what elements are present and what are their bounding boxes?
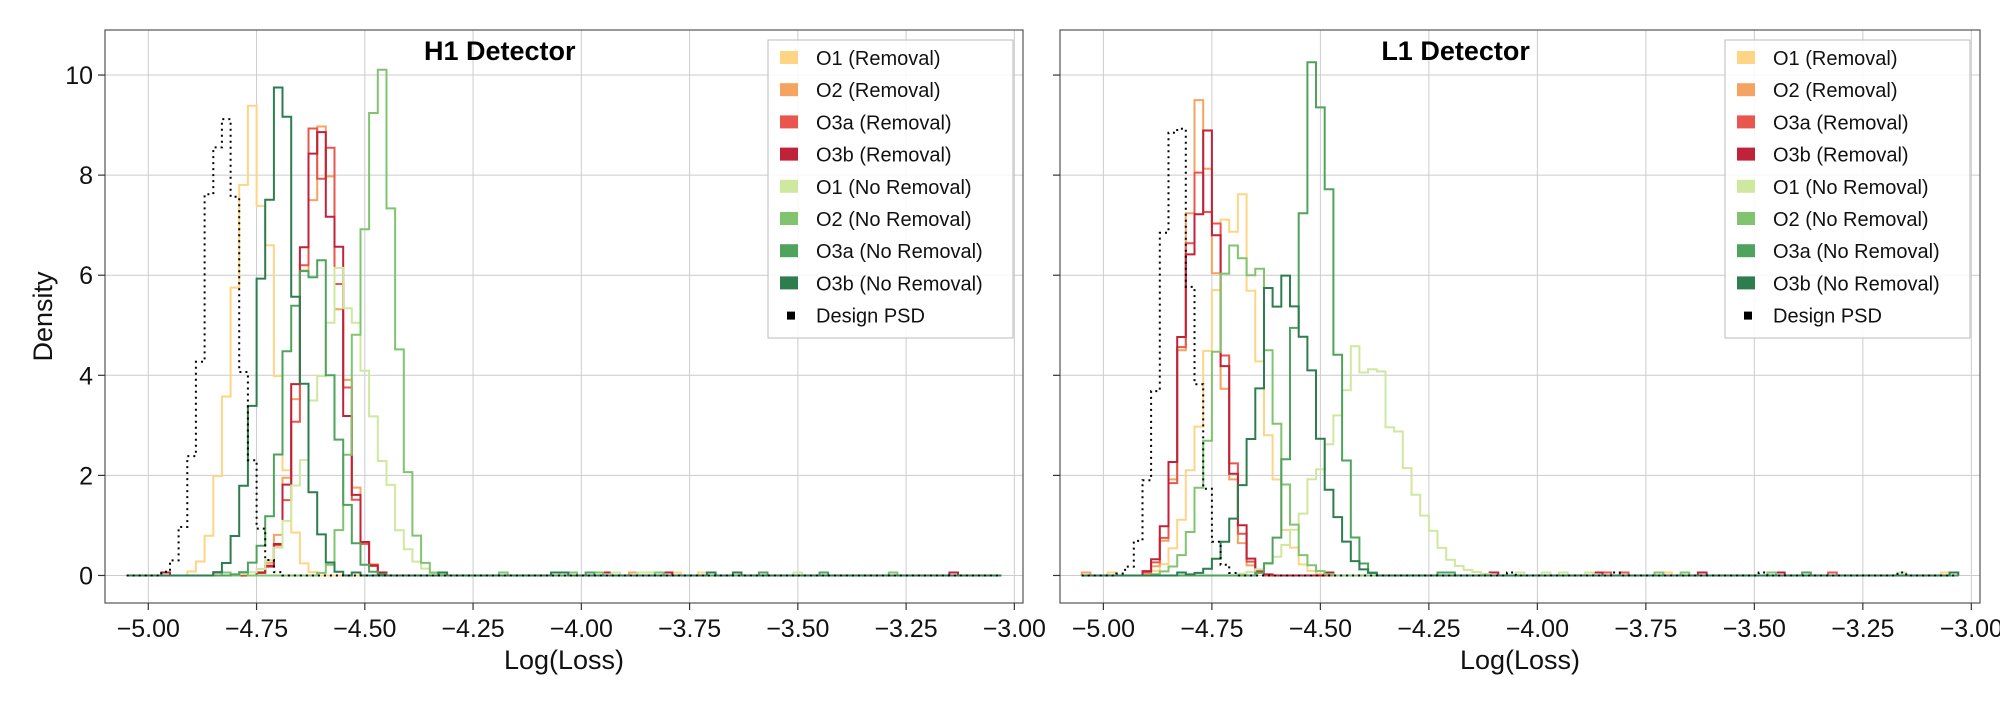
legend-label: O3b (No Removal) <box>816 273 983 295</box>
legend-swatch <box>1737 179 1755 193</box>
panel-title: L1 Detector <box>1381 36 1530 66</box>
panel-h1: −5.00 −4.75 −4.50 −4.25 −4.00 −3.75 −3.50 −3.25… <box>28 29 1046 675</box>
x-tick-label: −5.00 <box>117 615 180 643</box>
legend-swatch <box>780 115 798 129</box>
y-tick-label: 0 <box>79 562 93 590</box>
legend-label: O3a (Removal) <box>816 112 952 134</box>
legend: O1 (Removal) O2 (Removal) O3a (Removal) O3b… <box>767 39 1014 339</box>
legend-label: Design PSD <box>1773 306 1882 328</box>
legend-label: O2 (Removal) <box>816 80 940 102</box>
legend-label: O3b (Removal) <box>816 145 952 167</box>
y-tick-label: 8 <box>79 162 93 190</box>
legend-label: O2 (No Removal) <box>816 209 972 231</box>
x-tick-label: −4.50 <box>1289 615 1352 643</box>
legend-swatch <box>780 51 798 64</box>
x-tick-label: −4.00 <box>1506 615 1569 643</box>
x-tick-label: −3.50 <box>1723 615 1786 643</box>
x-tick-label: −3.50 <box>766 615 829 643</box>
legend-swatch <box>1737 276 1755 290</box>
legend-label: O3a (Removal) <box>1773 112 1909 134</box>
y-tick-label: 2 <box>79 462 93 490</box>
legend-swatch <box>1737 147 1755 161</box>
legend-label: O1 (No Removal) <box>1773 177 1929 199</box>
legend-swatch <box>1737 115 1755 129</box>
x-axis-label: Log(Loss) <box>1460 645 1580 675</box>
x-tick-label: −3.75 <box>1614 615 1677 643</box>
x-tick-label: −4.50 <box>333 615 396 643</box>
x-tick-label: −3.75 <box>658 615 721 643</box>
legend-label: O1 (No Removal) <box>816 177 972 199</box>
legend-swatch <box>1737 244 1755 258</box>
legend-box <box>767 39 1014 339</box>
x-tick-label: −3.00 <box>1940 615 2000 643</box>
x-axis-label: Log(Loss) <box>504 645 624 675</box>
legend-label: O3a (No Removal) <box>1773 241 1940 263</box>
y-tick-label: 10 <box>65 62 93 90</box>
panel-l1: −5.00 −4.75 −4.50 −4.25 −4.00 −3.75 −3.50 −3.25… <box>1053 29 2000 675</box>
legend-swatch <box>780 244 798 258</box>
legend-label: O2 (Removal) <box>1773 80 1897 102</box>
y-tick-label: 6 <box>79 262 93 290</box>
legend-box <box>1724 39 1971 339</box>
legend-label: O2 (No Removal) <box>1773 209 1929 231</box>
legend-swatch <box>780 276 798 290</box>
legend-swatch <box>780 83 798 97</box>
legend-swatch <box>1737 83 1755 97</box>
y-tick-label: 4 <box>79 362 93 390</box>
x-tick-label: −4.25 <box>441 615 504 643</box>
axes-frame <box>104 29 1024 604</box>
panel-title: H1 Detector <box>424 36 576 66</box>
series-o3b-no-removal <box>126 86 1002 577</box>
series-design-psd <box>1081 127 1959 577</box>
legend-swatch <box>1744 311 1752 320</box>
x-tick-label: −3.00 <box>983 615 1046 643</box>
x-tick-label: −4.25 <box>1397 615 1460 643</box>
legend-swatch <box>780 179 798 193</box>
x-tick-label: −5.00 <box>1072 615 1135 643</box>
legend-swatch <box>780 147 798 161</box>
x-tick-label: −4.75 <box>225 615 288 643</box>
series-design-psd <box>126 118 1002 577</box>
legend-label: O1 (Removal) <box>816 48 940 70</box>
legend-swatch <box>787 311 795 320</box>
legend-swatch <box>1737 212 1755 225</box>
y-axis-label: Density <box>28 271 58 362</box>
legend-label: O3b (No Removal) <box>1773 273 1940 295</box>
x-tick-label: −3.25 <box>1831 615 1894 643</box>
legend: O1 (Removal) O2 (Removal) O3a (Removal) O3b… <box>1724 39 1971 339</box>
legend-label: O3b (Removal) <box>1773 145 1909 167</box>
legend-swatch <box>1737 51 1755 64</box>
axes-frame <box>1059 29 1981 604</box>
x-tick-label: −3.25 <box>874 615 937 643</box>
legend-label: Design PSD <box>816 306 925 328</box>
x-tick-label: −4.00 <box>550 615 613 643</box>
legend-label: O3a (No Removal) <box>816 241 983 263</box>
series-group <box>126 68 1002 577</box>
legend-swatch <box>780 212 798 225</box>
series-group <box>1080 61 1960 577</box>
x-tick-label: −4.75 <box>1180 615 1243 643</box>
legend-label: O1 (Removal) <box>1773 48 1897 70</box>
